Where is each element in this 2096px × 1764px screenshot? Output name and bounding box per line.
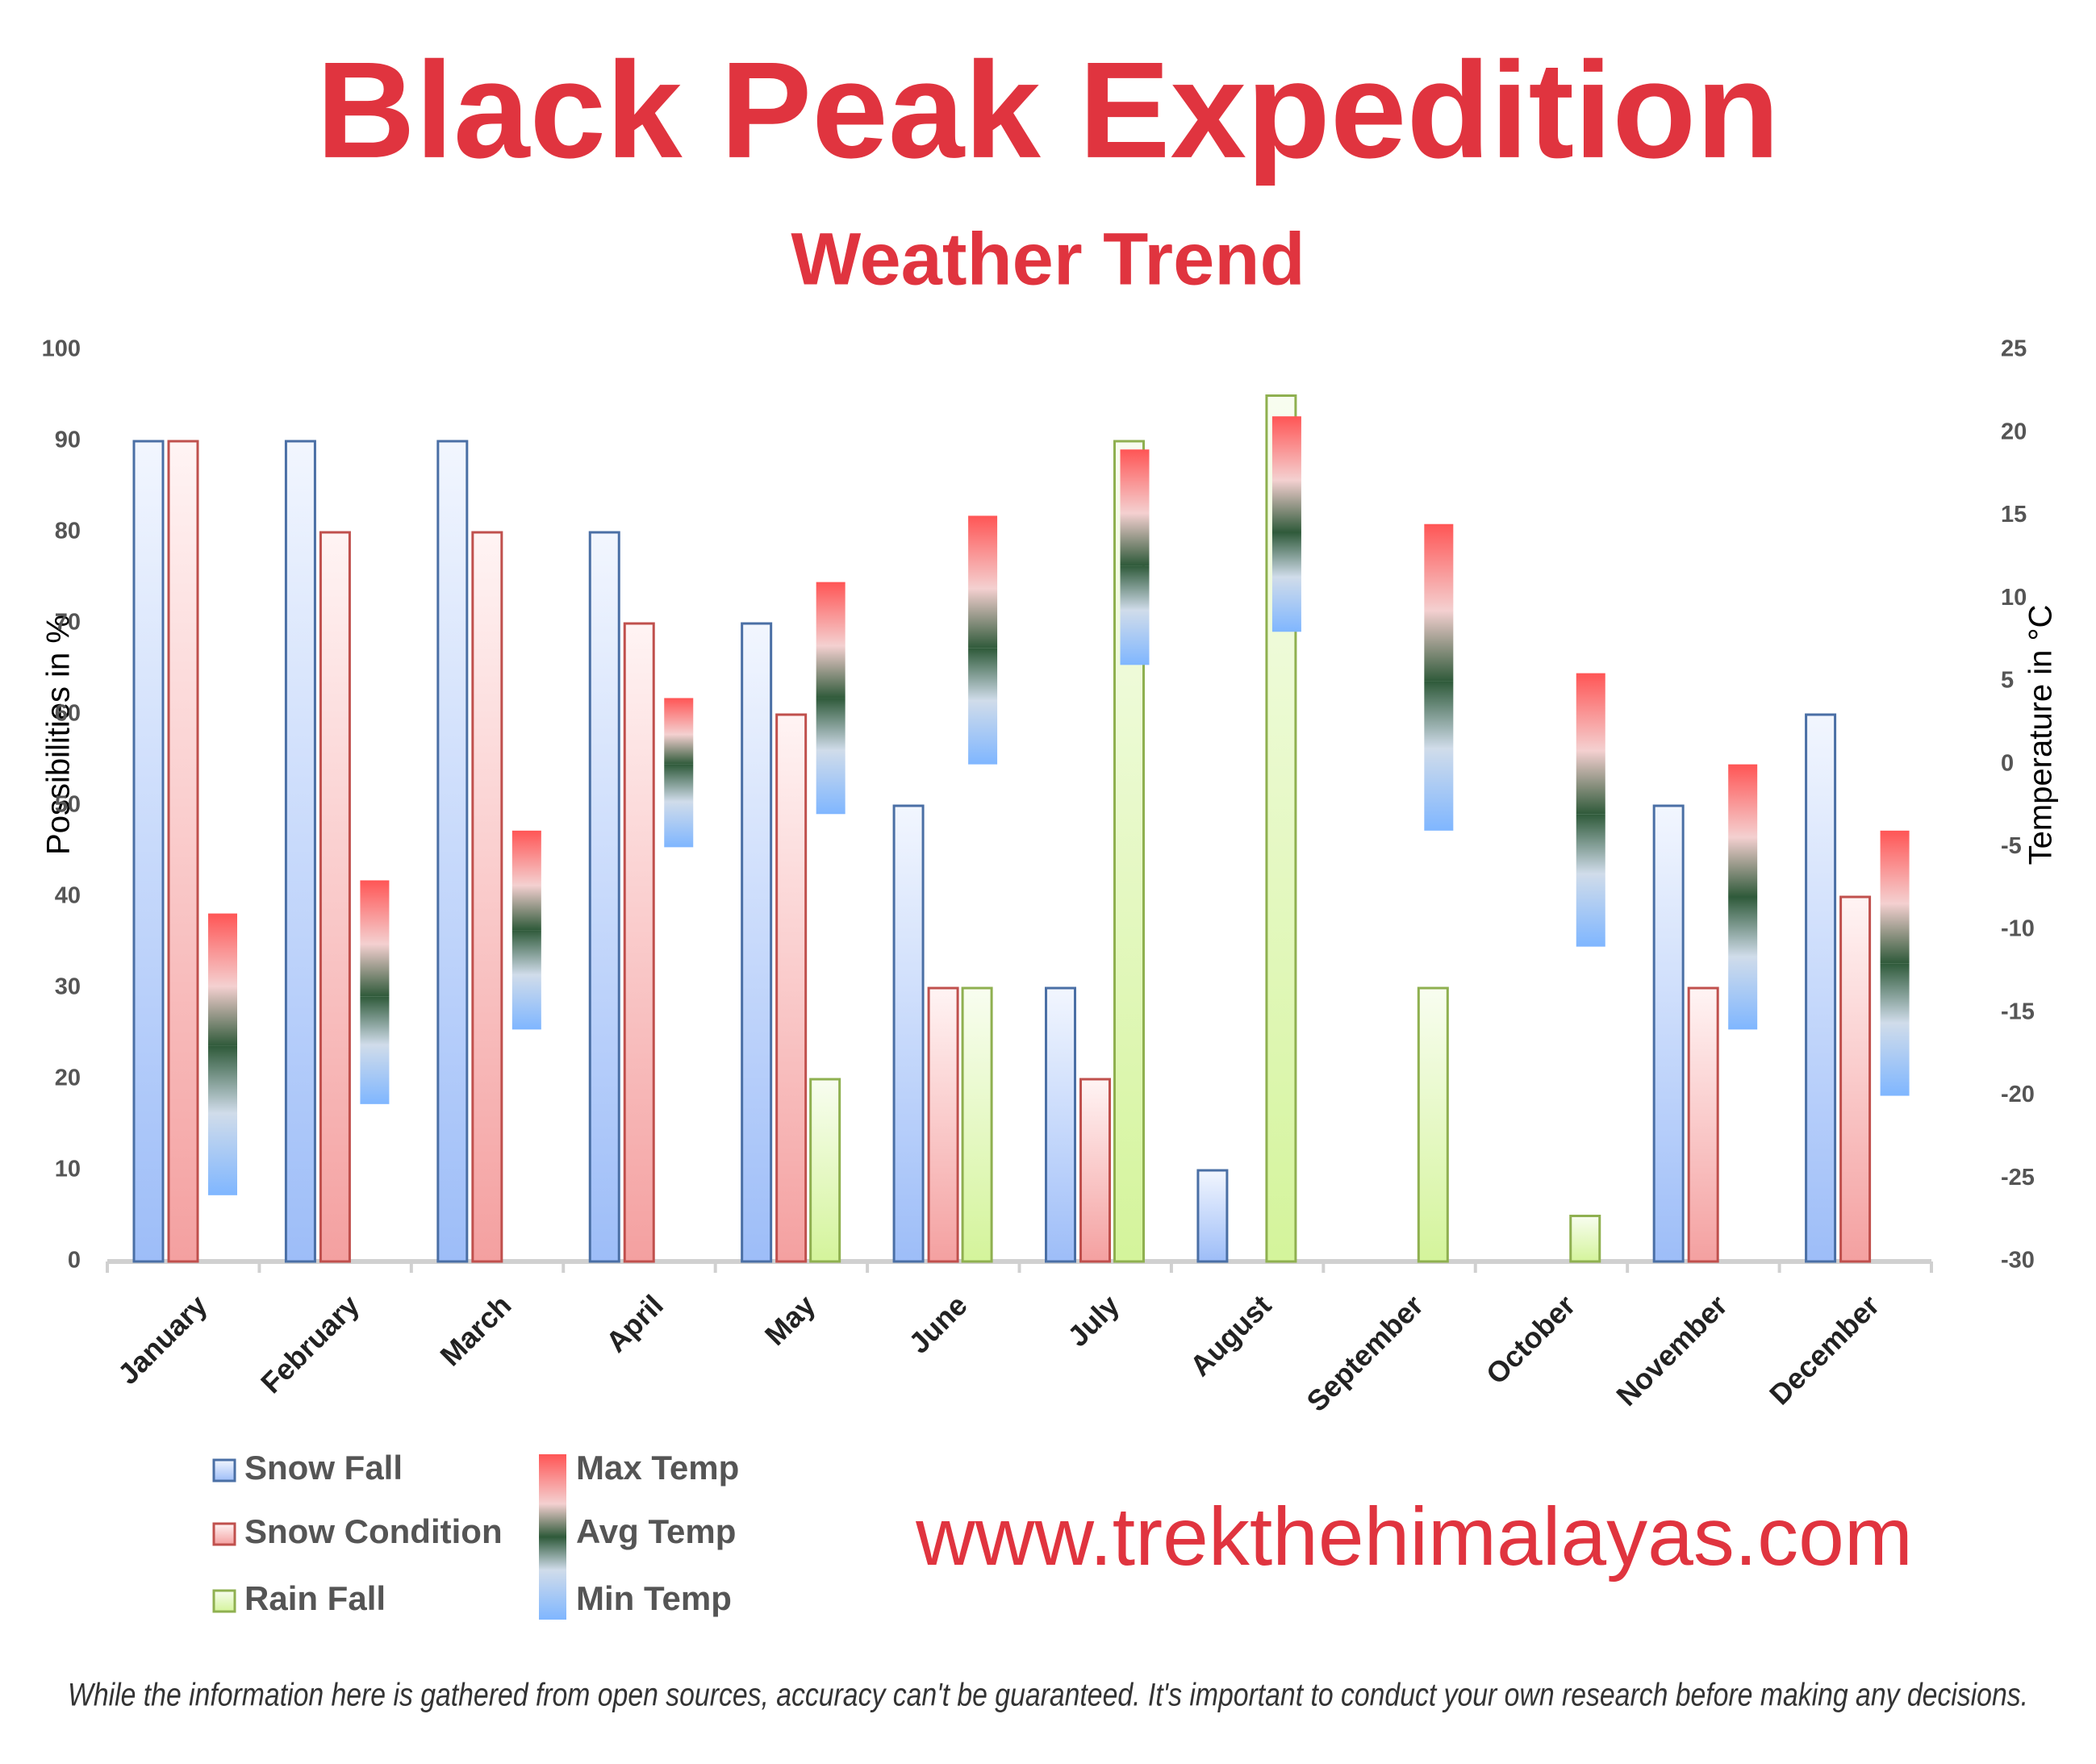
x-tick-label: February bbox=[254, 1288, 365, 1399]
y-tick-label: 0 bbox=[68, 1248, 81, 1274]
legend-swatch bbox=[212, 1458, 236, 1483]
disclaimer: While the information here is gathered f… bbox=[68, 1678, 2028, 1713]
y-tick-label: 90 bbox=[55, 427, 81, 453]
bar bbox=[436, 440, 469, 1263]
bar bbox=[892, 804, 925, 1263]
bar bbox=[927, 986, 959, 1263]
y-tick-label: 100 bbox=[42, 336, 81, 362]
y2-tick-label: -20 bbox=[2001, 1082, 2035, 1107]
temp-lower bbox=[360, 996, 390, 1104]
bar bbox=[1196, 1169, 1229, 1263]
temp-upper bbox=[1880, 830, 1910, 964]
bar bbox=[284, 440, 316, 1263]
legend-swatch bbox=[539, 1454, 566, 1620]
y-tick-label: 40 bbox=[55, 883, 81, 909]
x-tick-label: April bbox=[599, 1288, 670, 1358]
bar bbox=[809, 1078, 841, 1263]
temp-upper bbox=[511, 830, 541, 931]
bar bbox=[1569, 1215, 1601, 1263]
x-tick-label: May bbox=[758, 1288, 822, 1352]
temp-lower bbox=[1120, 565, 1150, 665]
temp-upper bbox=[360, 880, 390, 997]
bar bbox=[588, 531, 620, 1263]
temp-upper bbox=[664, 698, 694, 765]
y2-axis-label: Temperature in °C bbox=[2023, 605, 2059, 865]
bar bbox=[1079, 1078, 1111, 1263]
y-tick-label: 30 bbox=[55, 974, 81, 1000]
temp-upper bbox=[208, 913, 237, 1046]
y-axis-label: Possibilities in % bbox=[41, 615, 77, 855]
chart-title: Black Peak Expedition bbox=[316, 34, 1780, 187]
bar bbox=[741, 622, 773, 1263]
y2-tick-label: -15 bbox=[2001, 999, 2035, 1024]
bar bbox=[1805, 713, 1837, 1263]
x-tick-label: March bbox=[433, 1288, 517, 1372]
temp-lower bbox=[1576, 814, 1605, 947]
y2-tick-label: -5 bbox=[2001, 833, 2022, 859]
temp-lower bbox=[208, 1045, 237, 1195]
temp-lower bbox=[511, 930, 541, 1030]
y2-tick-label: 25 bbox=[2001, 336, 2027, 362]
x-tick-label: November bbox=[1610, 1288, 1733, 1412]
legend-label: Avg Temp bbox=[576, 1512, 736, 1550]
bar bbox=[1839, 895, 1872, 1263]
temp-lower bbox=[968, 648, 998, 765]
temp-lower bbox=[1271, 532, 1301, 632]
bar bbox=[132, 440, 165, 1263]
y2-tick-label: -30 bbox=[2001, 1248, 2035, 1274]
x-tick-label: January bbox=[111, 1288, 214, 1391]
chart-subtitle: Weather Trend bbox=[791, 218, 1305, 300]
legend-swatch bbox=[212, 1522, 236, 1546]
temp-upper bbox=[1424, 523, 1454, 682]
x-tick-label: July bbox=[1061, 1288, 1125, 1353]
bar bbox=[319, 531, 351, 1263]
legend-label: Rain Fall bbox=[244, 1579, 386, 1617]
temp-upper bbox=[1271, 416, 1301, 532]
y-tick-label: 70 bbox=[55, 610, 81, 636]
legend-label: Snow Condition bbox=[244, 1512, 503, 1550]
temp-upper bbox=[816, 582, 845, 699]
y-tick-label: 20 bbox=[55, 1065, 81, 1091]
legend-label: Snow Fall bbox=[244, 1449, 403, 1487]
x-tick-label: October bbox=[1480, 1288, 1582, 1391]
x-tick-label: September bbox=[1300, 1288, 1430, 1418]
legend-label: Min Temp bbox=[576, 1579, 732, 1617]
bar bbox=[775, 713, 808, 1263]
x-tick-label: June bbox=[902, 1288, 973, 1359]
temp-upper bbox=[1120, 449, 1150, 566]
y-tick-label: 80 bbox=[55, 519, 81, 544]
bar bbox=[471, 531, 503, 1263]
y2-tick-label: 10 bbox=[2001, 585, 2027, 611]
temp-upper bbox=[968, 515, 998, 648]
y2-tick-label: 15 bbox=[2001, 502, 2027, 528]
temp-lower bbox=[664, 764, 694, 848]
website: www.trekthehimalayas.com bbox=[915, 1491, 1913, 1583]
bar bbox=[1417, 986, 1449, 1263]
y2-tick-label: -10 bbox=[2001, 916, 2035, 942]
temp-lower bbox=[816, 698, 845, 815]
temp-lower bbox=[1728, 897, 1758, 1030]
legend-label: Max Temp bbox=[576, 1449, 739, 1487]
bar bbox=[1652, 804, 1685, 1263]
x-tick-label: August bbox=[1184, 1288, 1278, 1382]
bar bbox=[961, 986, 993, 1263]
temp-upper bbox=[1576, 673, 1605, 815]
y-tick-label: 60 bbox=[55, 701, 81, 727]
y2-tick-label: 20 bbox=[2001, 419, 2027, 444]
temp-upper bbox=[1728, 764, 1758, 897]
legend-swatch bbox=[212, 1589, 236, 1613]
y-tick-label: 50 bbox=[55, 792, 81, 818]
y-tick-label: 10 bbox=[55, 1157, 81, 1182]
y2-tick-label: 5 bbox=[2001, 668, 2014, 694]
y2-tick-label: -25 bbox=[2001, 1165, 2035, 1191]
x-tick-label: December bbox=[1763, 1288, 1885, 1411]
temp-lower bbox=[1880, 963, 1910, 1096]
bar bbox=[167, 440, 199, 1263]
bar bbox=[623, 622, 655, 1263]
y2-tick-label: 0 bbox=[2001, 750, 2014, 776]
bar bbox=[1045, 986, 1076, 1263]
temp-lower bbox=[1424, 681, 1454, 831]
bar bbox=[1687, 986, 1719, 1263]
